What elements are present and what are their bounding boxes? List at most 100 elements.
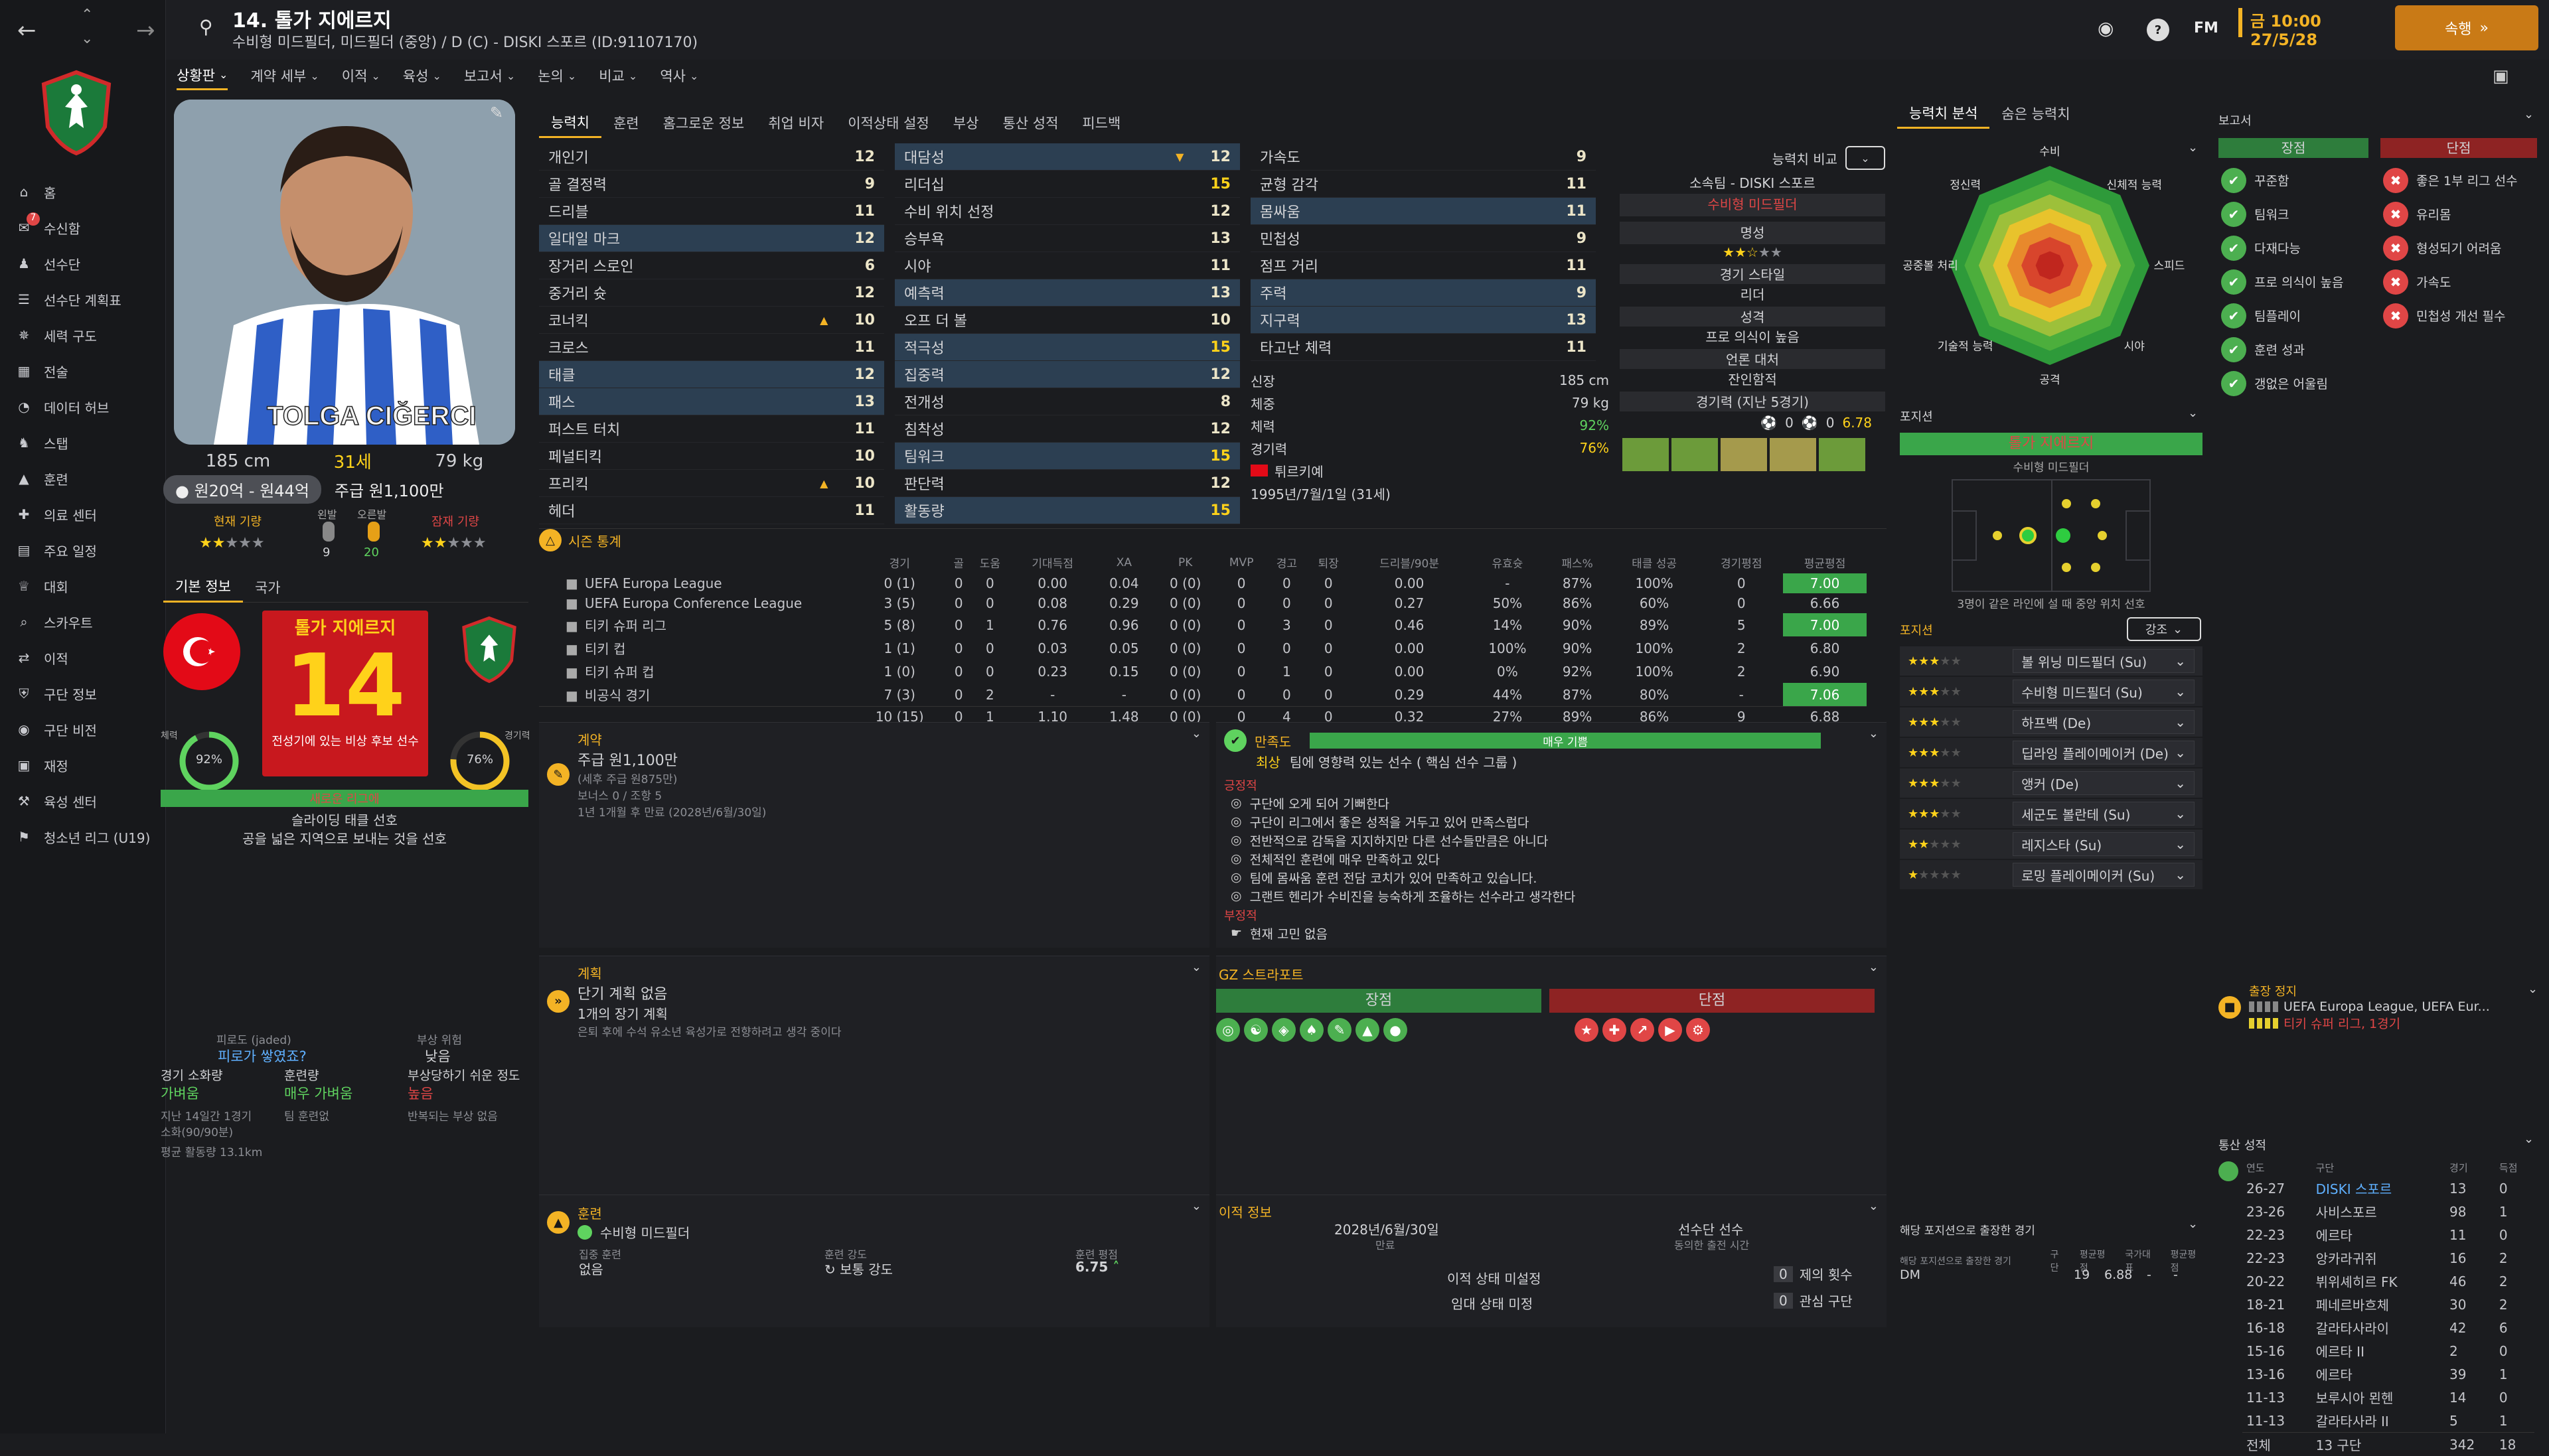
edit-icon[interactable]: ✎ <box>490 104 503 122</box>
season-title[interactable]: 시즌 통계 <box>568 531 621 550</box>
season-col-header[interactable]: 경기평점 <box>1699 551 1783 573</box>
sidebar-item-15[interactable]: ◉구단 비전 <box>0 711 166 747</box>
sidebar-item-2[interactable]: ♟선수단 <box>0 246 166 281</box>
top-league-icon[interactable]: ★ <box>1575 1018 1598 1042</box>
subnav-item-3[interactable]: 육성⌄ <box>403 61 441 90</box>
subnav-item-6[interactable]: 비교⌄ <box>599 61 637 90</box>
sidebar-item-4[interactable]: ✵세력 구도 <box>0 317 166 353</box>
role-dropdown[interactable]: 앵커 (De)⌄ <box>2013 771 2195 795</box>
season-col-header[interactable]: 도움 <box>969 551 1011 573</box>
report-expand-icon[interactable]: ⌄ <box>2524 108 2534 121</box>
tab-basic-info[interactable]: 기본 정보 <box>163 572 243 603</box>
season-col-header[interactable]: 골 <box>949 551 969 573</box>
tab-nation[interactable]: 국가 <box>243 572 293 603</box>
season-col-header[interactable]: XA <box>1095 551 1154 573</box>
role-dropdown[interactable]: 레지스타 (Su)⌄ <box>2013 832 2195 856</box>
satisfaction-expand-icon[interactable]: ⌄ <box>1869 727 1879 741</box>
tab-analysis[interactable]: 능력치 분석 <box>1897 98 1989 129</box>
continue-button[interactable]: 속행» <box>2395 5 2538 50</box>
attr-row[interactable]: 코너킥▲10 <box>539 307 884 334</box>
help-icon[interactable]: ? <box>2147 19 2169 41</box>
season-col-header[interactable]: 기대득점 <box>1011 551 1095 573</box>
role-dropdown[interactable]: 볼 위닝 미드필더 (Su)⌄ <box>2013 649 2195 673</box>
role-dropdown[interactable]: 수비형 미드필더 (Su)⌄ <box>2013 680 2195 703</box>
sidebar-item-6[interactable]: ◔데이터 허브 <box>0 389 166 425</box>
role-row[interactable]: ★★★★★볼 위닝 미드필더 (Su)⌄ <box>1900 646 2202 676</box>
report-pro[interactable]: ✔프로 의식이 높음 <box>2221 265 2343 299</box>
sidebar-item-3[interactable]: ☰선수단 계획표 <box>0 281 166 317</box>
report-pro[interactable]: ✔꾸준함 <box>2221 163 2343 197</box>
attr-tab-2[interactable]: 홈그로운 정보 <box>651 108 757 138</box>
forward-button[interactable]: → <box>136 17 155 44</box>
versatility-icon[interactable]: ◈ <box>1272 1018 1296 1042</box>
report-pro[interactable]: ✔훈련 성과 <box>2221 332 2343 366</box>
tab-hidden-attrs[interactable]: 숨은 능력치 <box>1989 98 2082 129</box>
window-icon[interactable]: ▣ <box>2493 66 2509 86</box>
attr-tab-3[interactable]: 취업 비자 <box>756 108 836 138</box>
season-col-header[interactable]: PK <box>1154 551 1217 573</box>
sidebar-item-7[interactable]: ♞스탭 <box>0 425 166 461</box>
subnav-item-4[interactable]: 보고서⌄ <box>464 61 515 90</box>
season-col-header[interactable]: 드리블/90분 <box>1350 551 1470 573</box>
subnav-item-7[interactable]: 역사⌄ <box>660 61 698 90</box>
sidebar-item-0[interactable]: ⌂홈 <box>0 174 166 210</box>
role-row[interactable]: ★★★★★수비형 미드필더 (Su)⌄ <box>1900 677 2202 706</box>
plans-title[interactable]: 계획 <box>578 963 842 982</box>
plans-expand-icon[interactable]: ⌄ <box>1192 960 1201 974</box>
bio-nation[interactable]: 튀르키예 <box>1274 461 1324 480</box>
teamwork-icon[interactable]: ☯ <box>1244 1018 1268 1042</box>
training-title[interactable]: 훈련 <box>578 1203 690 1222</box>
sidebar-item-10[interactable]: ▤주요 일정 <box>0 532 166 568</box>
position-expand-icon[interactable]: ⌄ <box>2188 406 2198 420</box>
pos-apps-expand-icon[interactable]: ⌄ <box>2188 1217 2198 1231</box>
contract-title[interactable]: 계약 <box>578 729 766 749</box>
attr-tab-1[interactable]: 훈련 <box>601 108 651 138</box>
report-pro[interactable]: ✔다재다능 <box>2221 231 2343 265</box>
training-expand-icon[interactable]: ⌄ <box>1192 1199 1201 1213</box>
search-icon[interactable]: ⚲ <box>199 16 213 38</box>
training-result-icon[interactable]: ▲ <box>1355 1018 1379 1042</box>
report-pro[interactable]: ✔갱없은 어울림 <box>2221 366 2343 400</box>
role-dropdown[interactable]: 딥라잉 플레이메이커 (De)⌄ <box>2013 741 2195 764</box>
gz-title[interactable]: GZ 스트라포트 <box>1219 964 1887 983</box>
subnav-item-5[interactable]: 논의⌄ <box>538 61 576 90</box>
acceleration-icon[interactable]: ▶ <box>1658 1018 1682 1042</box>
role-row[interactable]: ★★★★★딥라잉 플레이메이커 (De)⌄ <box>1900 738 2202 767</box>
satisfaction-title[interactable]: 만족도 <box>1255 731 1291 751</box>
report-con[interactable]: ✖유리몸 <box>2383 197 2518 231</box>
nav-down-icon[interactable]: ⌄ <box>81 31 93 47</box>
season-col-header[interactable]: 유효슛 <box>1469 551 1545 573</box>
subnav-item-0[interactable]: 상황판⌄ <box>177 61 228 90</box>
gz-expand-icon[interactable]: ⌄ <box>1869 960 1879 974</box>
attr-row[interactable]: 대담성▼12 <box>895 143 1240 171</box>
season-col-header[interactable]: 태클 성공 <box>1609 551 1700 573</box>
consistency-icon[interactable]: ◎ <box>1216 1018 1240 1042</box>
